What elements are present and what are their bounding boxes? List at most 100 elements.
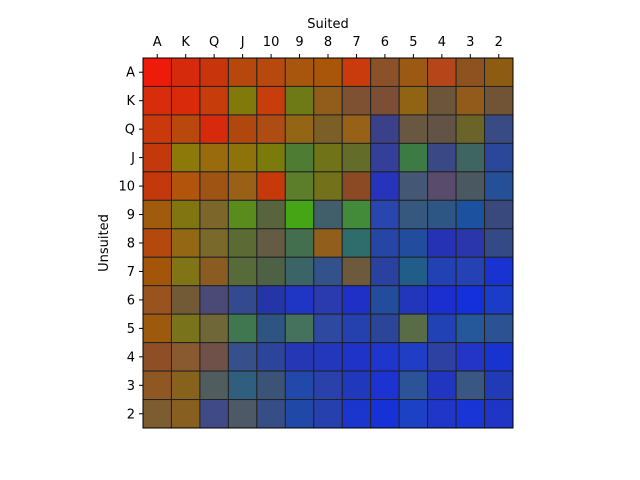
heatmap-cell-6-10 — [256, 285, 286, 315]
heatmap-cell-A-2 — [484, 57, 514, 87]
heatmap-cell-9-J — [227, 199, 258, 230]
heatmap-cell-4-Q — [199, 342, 229, 372]
heatmap-cell-4-J — [227, 342, 258, 372]
heatmap-cell-A-6 — [370, 57, 400, 87]
heatmap-cell-7-2 — [484, 256, 514, 287]
x-tick-label: J — [240, 35, 245, 50]
heatmap-cell-J-Q — [199, 142, 229, 173]
heatmap-cell-10-6 — [370, 171, 400, 201]
x-tick-label: A — [153, 35, 162, 50]
heatmap-cell-7-K — [170, 256, 201, 287]
x-tick-label: 8 — [324, 35, 332, 50]
heatmap-cells — [142, 57, 514, 429]
heatmap-cell-K-9 — [284, 85, 315, 116]
y-tick-label: 6 — [127, 293, 135, 308]
heatmap-cell-K-5 — [398, 85, 429, 116]
heatmap-cell-J-6 — [370, 142, 400, 173]
heatmap-cell-A-4 — [427, 57, 457, 87]
x-tick-label: 4 — [438, 35, 446, 50]
heatmap-cell-3-2 — [484, 370, 514, 401]
heatmap-cell-5-4 — [427, 313, 457, 344]
y-axis-label: Unsuited — [97, 214, 112, 272]
heatmap-cell-J-3 — [455, 142, 486, 173]
heatmap-cell-J-J — [227, 142, 258, 173]
heatmap-cell-K-J — [227, 85, 258, 116]
y-tick-label: 7 — [127, 265, 135, 280]
heatmap-cell-8-6 — [370, 228, 400, 258]
heatmap-cell-K-Q — [199, 85, 229, 116]
heatmap-cell-7-5 — [398, 256, 429, 287]
heatmap-cell-5-9 — [284, 313, 315, 344]
heatmap-cell-6-6 — [370, 285, 400, 315]
x-tick-label: 2 — [495, 35, 503, 50]
heatmap-cell-K-2 — [484, 85, 514, 116]
heatmap-cell-9-9 — [284, 199, 315, 230]
heatmap-cell-2-8 — [313, 399, 343, 429]
heatmap-cell-2-9 — [284, 399, 315, 429]
heatmap-cell-2-A — [142, 399, 172, 429]
x-tick-label: 9 — [295, 35, 303, 50]
heatmap-cell-8-3 — [455, 228, 486, 258]
heatmap-cell-4-A — [142, 342, 172, 372]
heatmap-cell-A-10 — [256, 57, 286, 87]
heatmap-cell-A-9 — [284, 57, 315, 87]
heatmap-cell-2-7 — [341, 399, 372, 429]
heatmap-cell-9-4 — [427, 199, 457, 230]
y-tick-label: 8 — [127, 237, 135, 252]
heatmap-cell-3-6 — [370, 370, 400, 401]
y-tick-label: 5 — [127, 322, 135, 337]
heatmap-cell-Q-2 — [484, 114, 514, 144]
heatmap-cell-3-8 — [313, 370, 343, 401]
heatmap-cell-4-8 — [313, 342, 343, 372]
heatmap-cell-9-Q — [199, 199, 229, 230]
heatmap-cell-Q-7 — [341, 114, 372, 144]
heatmap-cell-Q-10 — [256, 114, 286, 144]
heatmap-cell-8-4 — [427, 228, 457, 258]
heatmap-cell-10-7 — [341, 171, 372, 201]
y-tick-label: A — [126, 66, 135, 81]
heatmap-cell-K-10 — [256, 85, 286, 116]
heatmap-cell-6-2 — [484, 285, 514, 315]
heatmap-cell-2-K — [170, 399, 201, 429]
heatmap-cell-2-J — [227, 399, 258, 429]
heatmap-cell-4-3 — [455, 342, 486, 372]
heatmap-cell-10-8 — [313, 171, 343, 201]
heatmap-cell-2-6 — [370, 399, 400, 429]
heatmap-cell-2-Q — [199, 399, 229, 429]
heatmap-cell-A-8 — [313, 57, 343, 87]
heatmap-cell-J-7 — [341, 142, 372, 173]
heatmap-cell-10-3 — [455, 171, 486, 201]
heatmap-cell-10-A — [142, 171, 172, 201]
y-tick-label: 2 — [127, 407, 135, 422]
heatmap-cell-8-A — [142, 228, 172, 258]
heatmap-cell-2-5 — [398, 399, 429, 429]
heatmap-cell-9-6 — [370, 199, 400, 230]
heatmap-cell-Q-9 — [284, 114, 315, 144]
y-tick-label: 3 — [127, 379, 135, 394]
heatmap-cell-9-2 — [484, 199, 514, 230]
heatmap-cell-5-6 — [370, 313, 400, 344]
heatmap-cell-9-A — [142, 199, 172, 230]
heatmap-cell-Q-K — [170, 114, 201, 144]
heatmap-cell-9-7 — [341, 199, 372, 230]
heatmap-cell-7-J — [227, 256, 258, 287]
heatmap-cell-Q-6 — [370, 114, 400, 144]
heatmap-cell-6-8 — [313, 285, 343, 315]
heatmap-cell-2-10 — [256, 399, 286, 429]
heatmap-cell-8-J — [227, 228, 258, 258]
heatmap-cell-J-9 — [284, 142, 315, 173]
heatmap-cell-5-K — [170, 313, 201, 344]
heatmap-cell-J-8 — [313, 142, 343, 173]
heatmap-cell-7-8 — [313, 256, 343, 287]
heatmap-cell-K-4 — [427, 85, 457, 116]
heatmap-cell-3-10 — [256, 370, 286, 401]
heatmap-cell-Q-Q — [199, 114, 229, 144]
heatmap-cell-5-3 — [455, 313, 486, 344]
heatmap-cell-7-6 — [370, 256, 400, 287]
heatmap-cell-5-8 — [313, 313, 343, 344]
heatmap-cell-A-5 — [398, 57, 429, 87]
heatmap-cell-3-4 — [427, 370, 457, 401]
heatmap-cell-7-7 — [341, 256, 372, 287]
heatmap-cell-5-2 — [484, 313, 514, 344]
